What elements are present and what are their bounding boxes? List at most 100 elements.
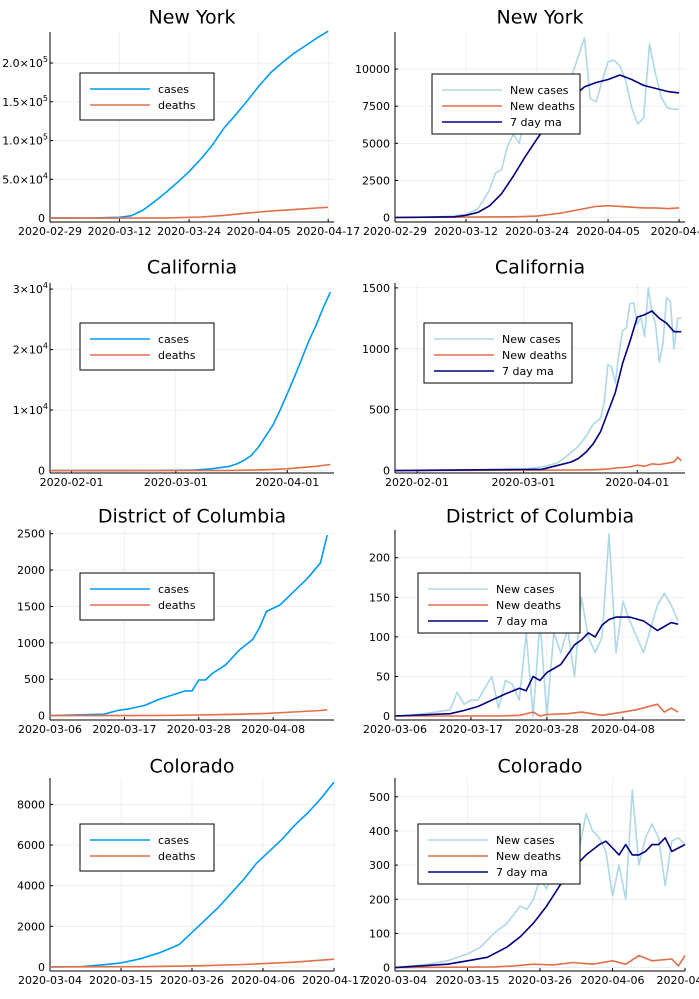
x-tick-label: 2020-03-17 xyxy=(439,723,503,736)
y-tick-label: 100 xyxy=(369,631,390,644)
x-tick-label: 2020-03-04 xyxy=(18,974,82,987)
x-tick-label: 2020-04-1 xyxy=(657,974,699,987)
x-tick-label: 2020-04-06 xyxy=(231,974,295,987)
y-tick-label: 400 xyxy=(369,825,390,838)
y-tick-label: 1500 xyxy=(17,600,45,613)
series-line-new-deaths xyxy=(394,954,686,969)
legend-entry: deaths xyxy=(158,99,196,112)
x-tick-label: 2020-04-06 xyxy=(581,974,645,987)
legend: New cases New deaths 7 day ma xyxy=(417,823,581,885)
chart-title: Colorado xyxy=(150,756,235,778)
y-tick-label: 200 xyxy=(369,552,390,565)
legend-entry: cases xyxy=(158,583,189,596)
y-tick-label: 100 xyxy=(369,927,390,940)
legend-box xyxy=(79,823,215,872)
legend: New cases New deaths 7 day ma xyxy=(431,73,581,135)
legend: cases deaths xyxy=(79,72,215,121)
y-tick-label: 3×104 xyxy=(13,281,48,296)
co-daily-panel: Colorado 2020-03-04 2020-03-15 2020-03-26 20… xyxy=(363,756,699,988)
y-tick-label: 8000 xyxy=(17,798,45,811)
legend-entry: New cases xyxy=(496,583,555,596)
legend-entry: New cases xyxy=(502,333,561,346)
legend-entry: New cases xyxy=(510,84,569,97)
legend: New cases New deaths 7 day ma xyxy=(417,572,581,634)
legend-entry: deaths xyxy=(158,599,196,612)
chart-title: District of Columbia xyxy=(446,506,634,528)
series-line-cases xyxy=(49,781,335,968)
series-line-deaths xyxy=(49,958,335,968)
x-tick-label: 2020-03-24 xyxy=(505,225,569,238)
y-tick-label: 0 xyxy=(383,212,390,225)
legend-entry: deaths xyxy=(158,349,196,362)
dc-daily-panel: District of Columbia 2020-03-06 2020-03-17… xyxy=(363,506,685,736)
y-tick-label: 0 xyxy=(38,961,45,974)
legend-entry: cases xyxy=(158,83,189,96)
legend-entry: 7 day ma xyxy=(496,615,548,628)
y-tick-label: 150 xyxy=(369,591,390,604)
y-tick-label: 1×104 xyxy=(13,402,48,417)
legend-box xyxy=(431,73,581,135)
series-line-new-cases xyxy=(394,533,679,717)
series-line-deaths xyxy=(49,463,331,472)
y-tick-label: 500 xyxy=(369,791,390,804)
x-tick-label: 2020-03-12 xyxy=(434,225,498,238)
series-line-7-day-ma xyxy=(394,836,686,969)
x-tick-label: 2020-02-01 xyxy=(385,476,449,489)
y-tick-label: 5000 xyxy=(362,137,390,150)
y-tick-label: 2×104 xyxy=(13,342,48,357)
legend: cases deaths xyxy=(79,823,215,872)
x-tick-label: 2020-04-17 xyxy=(302,974,366,987)
y-tick-label: 2000 xyxy=(17,564,45,577)
y-tick-label: 4000 xyxy=(17,880,45,893)
y-tick-label: 7500 xyxy=(362,100,390,113)
legend-box xyxy=(79,572,215,621)
legend-box xyxy=(79,72,215,121)
y-tick-label: 1000 xyxy=(17,637,45,650)
legend-entry: New cases xyxy=(496,834,555,847)
series-line-cases xyxy=(49,30,329,219)
y-tick-label: 0 xyxy=(38,710,45,723)
legend: cases deaths xyxy=(79,322,215,371)
chart-title: Colorado xyxy=(498,756,583,778)
ca-daily-panel: California 2020-02-01 2020-03-01 2020-04-01… xyxy=(362,257,685,489)
legend-entry: cases xyxy=(158,333,189,346)
y-tick-label: 2500 xyxy=(17,528,45,541)
y-tick-label: 0 xyxy=(383,962,390,975)
chart-title: California xyxy=(495,257,585,279)
x-tick-label: 2020-04-08 xyxy=(241,723,305,736)
legend-entry: 7 day ma xyxy=(502,365,554,378)
y-tick-label: 500 xyxy=(369,404,390,417)
y-tick-label: 2000 xyxy=(17,920,45,933)
y-tick-label: 2.0×105 xyxy=(2,55,48,70)
x-tick-label: 2020-03-15 xyxy=(89,974,153,987)
legend-entry: deaths xyxy=(158,850,196,863)
y-tick-label: 0 xyxy=(383,710,390,723)
x-tick-label: 2020-03-06 xyxy=(363,723,427,736)
series-line-deaths xyxy=(50,206,329,219)
series-line-deaths xyxy=(49,709,328,717)
x-tick-label: 2020-04-17 xyxy=(296,225,360,238)
x-tick-label: 2020-03-28 xyxy=(167,723,231,736)
y-tick-label: 300 xyxy=(369,859,390,872)
ny-daily-panel: New York 2020-02-29 2020-03-12 2020-03-24 20… xyxy=(355,7,699,239)
y-tick-label: 1000 xyxy=(362,343,390,356)
series-line-new-cases xyxy=(394,287,682,472)
legend-box xyxy=(79,322,215,371)
x-tick-label: 2020-04-1 xyxy=(651,225,699,238)
y-tick-label: 0 xyxy=(38,212,45,225)
x-tick-label: 2020-03-04 xyxy=(363,974,427,987)
legend-entry: 7 day ma xyxy=(496,866,548,879)
x-tick-label: 2020-04-05 xyxy=(576,225,640,238)
legend-entry: cases xyxy=(158,834,189,847)
x-tick-label: 2020-03-24 xyxy=(157,225,221,238)
chart-title: New York xyxy=(496,7,583,29)
series-line-new-deaths xyxy=(395,703,679,717)
y-tick-label: 1.5×105 xyxy=(2,94,48,109)
series-line-cases xyxy=(49,534,328,717)
x-tick-label: 2020-03-17 xyxy=(92,723,156,736)
y-tick-label: 500 xyxy=(24,673,45,686)
series-line-new-deaths xyxy=(394,204,680,219)
legend-box xyxy=(417,823,581,885)
y-tick-label: 1500 xyxy=(362,282,390,295)
y-tick-label: 5.0×104 xyxy=(2,171,48,186)
